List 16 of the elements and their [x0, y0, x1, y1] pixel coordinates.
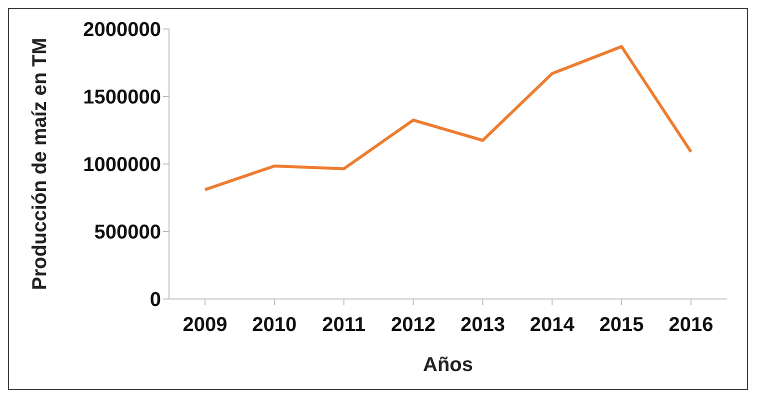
x-tick-label: 2016: [668, 314, 714, 336]
line-series: [204, 45, 692, 192]
x-tick-label: 2009: [182, 314, 228, 336]
x-tick-label: 2011: [322, 314, 366, 336]
x-axis-title: Años: [423, 354, 473, 376]
x-tick-label: 2010: [252, 314, 297, 336]
y-tick-label: 2000000: [83, 19, 161, 42]
y-axis-title: Producción de maíz en TM: [29, 38, 52, 290]
x-tick-label: 2013: [460, 314, 505, 336]
x-tick-label: 2014: [530, 314, 576, 336]
y-tick-label: 0: [150, 289, 161, 312]
y-tick-label: 1500000: [83, 86, 161, 109]
x-tick-label: 2015: [599, 314, 644, 336]
y-tick-label: 1000000: [83, 154, 161, 176]
y-tick-label: 500000: [94, 222, 161, 244]
x-tick-label: 2012: [391, 314, 436, 336]
